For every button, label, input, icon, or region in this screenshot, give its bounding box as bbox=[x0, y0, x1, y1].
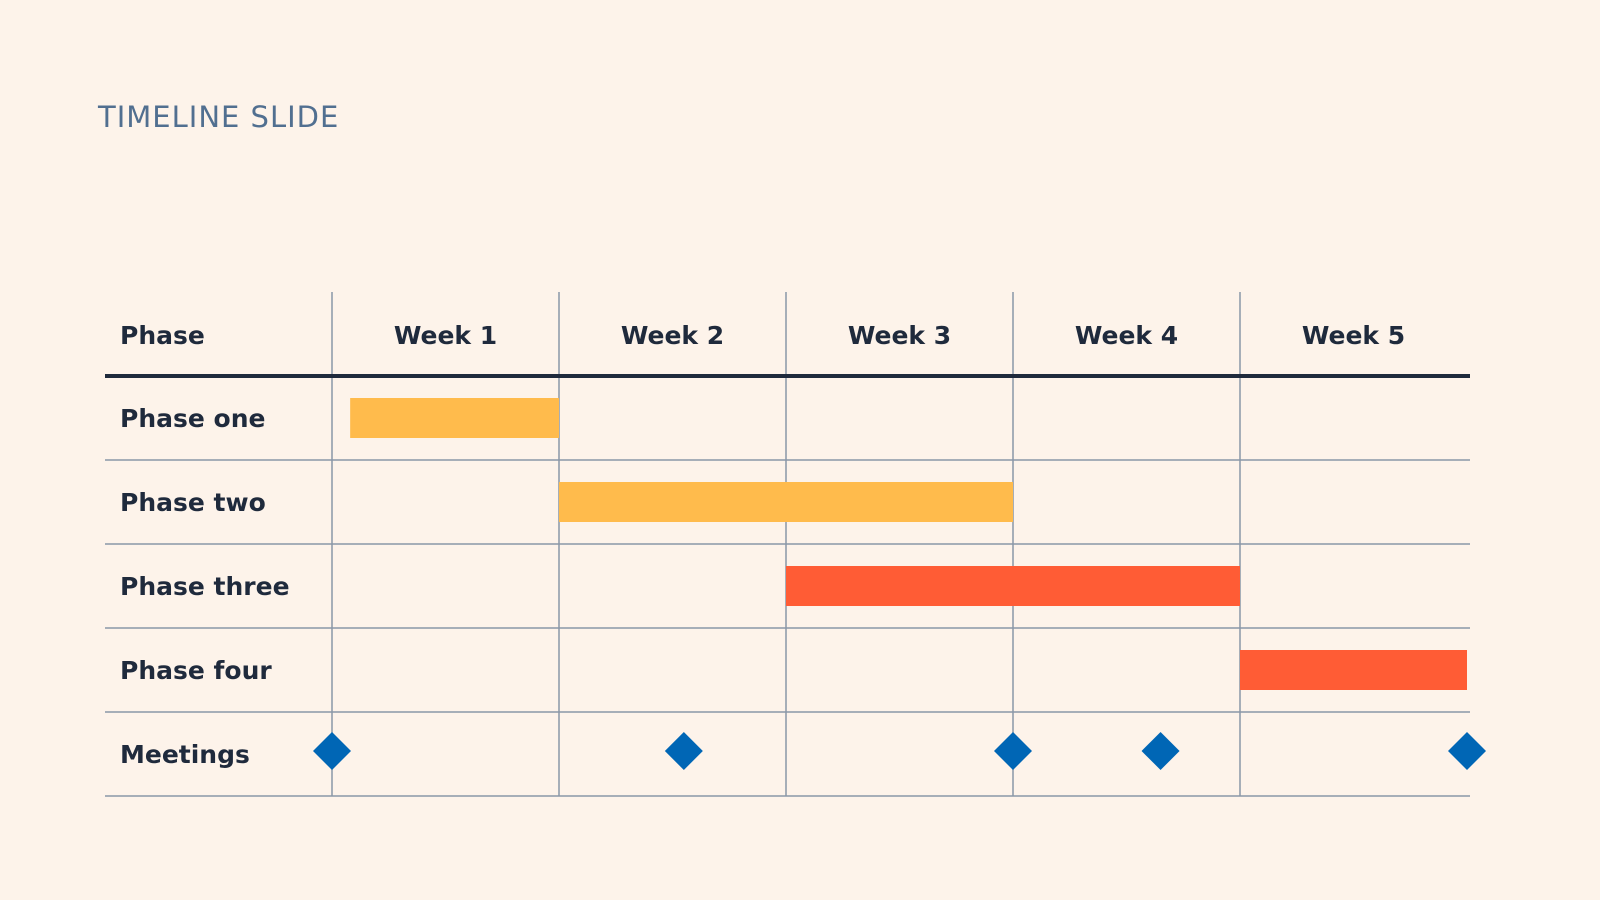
task-label: Phase four bbox=[120, 656, 272, 685]
task-bar bbox=[559, 482, 1013, 522]
slide-title: TIMELINE SLIDE bbox=[98, 100, 340, 134]
row-header-label: Phase bbox=[120, 321, 205, 350]
task-label: Phase two bbox=[120, 488, 266, 517]
week-column-label: Week 1 bbox=[394, 321, 497, 350]
week-column-label: Week 2 bbox=[621, 321, 724, 350]
meeting-diamond bbox=[664, 732, 703, 770]
task-bar bbox=[786, 566, 1240, 606]
week-column-label: Week 4 bbox=[1075, 321, 1178, 350]
task-label: Phase one bbox=[120, 404, 265, 433]
task-bar bbox=[350, 398, 559, 438]
meeting-diamond bbox=[313, 732, 351, 770]
milestone-row-label: Meetings bbox=[120, 740, 250, 769]
task-bar bbox=[1240, 650, 1467, 690]
chart-labels: Phase Week 1 Week 2 Week 3 Week 4 Week 5 Phase… bbox=[120, 321, 1405, 769]
grid-lines bbox=[105, 292, 1470, 797]
week-column-label: Week 3 bbox=[848, 321, 951, 350]
meeting-diamond bbox=[994, 732, 1032, 770]
meeting-diamond bbox=[1141, 732, 1180, 770]
task-bars bbox=[350, 398, 1467, 690]
meeting-milestones bbox=[313, 732, 1486, 770]
week-column-label: Week 5 bbox=[1302, 321, 1405, 350]
meeting-diamond bbox=[1448, 732, 1486, 770]
task-label: Phase three bbox=[120, 572, 290, 601]
